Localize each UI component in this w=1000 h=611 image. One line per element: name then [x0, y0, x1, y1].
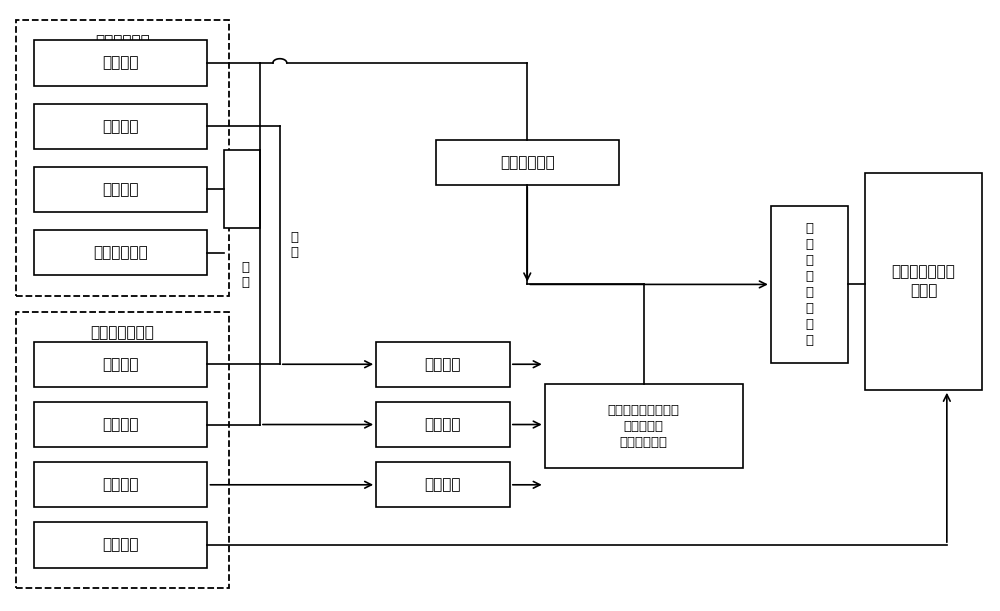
FancyBboxPatch shape: [34, 402, 207, 447]
FancyBboxPatch shape: [34, 342, 207, 387]
Text: 电力调度驾驶舱
模拟态: 电力调度驾驶舱 模拟态: [892, 265, 955, 298]
FancyBboxPatch shape: [16, 20, 229, 296]
FancyBboxPatch shape: [376, 342, 510, 387]
Text: 遥控控制: 遥控控制: [102, 119, 139, 134]
FancyBboxPatch shape: [376, 402, 510, 447]
FancyBboxPatch shape: [771, 206, 848, 363]
Text: 遥测控制: 遥测控制: [102, 56, 139, 70]
FancyBboxPatch shape: [436, 140, 619, 185]
Text: 故障设置: 故障设置: [102, 182, 139, 197]
Text: 更
新: 更 新: [241, 262, 249, 289]
Text: 图形信息: 图形信息: [102, 538, 139, 552]
FancyBboxPatch shape: [376, 462, 510, 507]
FancyBboxPatch shape: [34, 40, 207, 86]
Text: 环境变化设置: 环境变化设置: [93, 245, 148, 260]
Text: 误差扰动信息: 误差扰动信息: [500, 155, 555, 170]
Text: 参数信息: 参数信息: [425, 477, 461, 492]
FancyBboxPatch shape: [34, 104, 207, 149]
Text: 潮流计算和固定步长
的频率计算
（交替算法）: 潮流计算和固定步长 的频率计算 （交替算法）: [608, 403, 680, 448]
Text: 数
据
信
息
采
集
接
口: 数 据 信 息 采 集 接 口: [805, 222, 813, 347]
Text: 参数信息: 参数信息: [102, 477, 139, 492]
Text: 拓扑信息: 拓扑信息: [425, 417, 461, 432]
Text: 训练员操作台: 训练员操作台: [95, 34, 150, 49]
FancyBboxPatch shape: [34, 230, 207, 276]
FancyBboxPatch shape: [545, 384, 743, 468]
Text: 潮流信息: 潮流信息: [425, 357, 461, 371]
Text: 拓扑信息: 拓扑信息: [102, 417, 139, 432]
FancyBboxPatch shape: [865, 173, 982, 390]
FancyBboxPatch shape: [34, 167, 207, 212]
Text: 潮流信息: 潮流信息: [102, 357, 139, 371]
Text: 驾驶舱模拟教案: 驾驶舱模拟教案: [91, 325, 155, 340]
FancyBboxPatch shape: [34, 522, 207, 568]
FancyBboxPatch shape: [16, 312, 229, 588]
Text: 更
新: 更 新: [291, 231, 299, 259]
FancyBboxPatch shape: [224, 150, 260, 229]
FancyBboxPatch shape: [34, 462, 207, 507]
